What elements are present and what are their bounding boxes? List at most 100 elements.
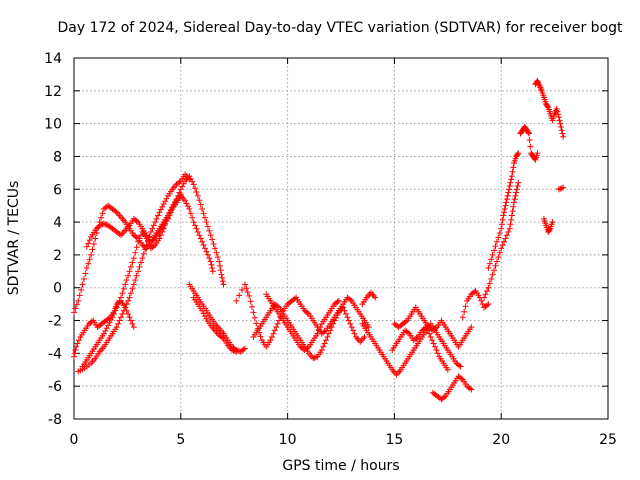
data-point-marker [525, 129, 532, 136]
data-point-marker [241, 345, 248, 352]
data-point-marker [508, 173, 515, 180]
data-point-marker [163, 217, 170, 224]
data-point-marker [486, 280, 493, 287]
data-point-marker [122, 304, 129, 311]
data-point-marker [119, 310, 126, 317]
data-point-marker [159, 203, 166, 210]
data-point-marker [478, 297, 485, 304]
data-point-marker [79, 281, 86, 288]
data-point-marker [496, 249, 503, 256]
data-point-marker [218, 271, 225, 278]
data-point-marker [320, 343, 327, 350]
data-point-marker [129, 285, 136, 292]
data-point-marker [219, 278, 226, 285]
data-point-marker [240, 346, 247, 353]
data-point-marker [506, 186, 513, 193]
data-point-marker [133, 234, 140, 241]
data-point-marker [434, 350, 441, 357]
data-point-marker [512, 192, 519, 199]
data-point-marker [501, 209, 508, 216]
data-point-marker [350, 327, 357, 334]
data-point-marker [404, 329, 411, 336]
data-point-marker [150, 243, 157, 250]
data-point-marker [559, 130, 566, 137]
data-point-marker [108, 316, 115, 323]
data-point-marker [268, 333, 275, 340]
data-point-marker [102, 327, 109, 334]
data-point-marker [98, 221, 105, 228]
data-point-marker [471, 289, 478, 296]
data-point-marker [347, 320, 354, 327]
data-point-marker [106, 319, 113, 326]
data-point-marker [489, 251, 496, 258]
data-point-marker [461, 308, 468, 315]
data-point-marker [122, 281, 129, 288]
data-point-marker [229, 347, 236, 354]
data-point-marker [483, 302, 490, 309]
data-point-marker [155, 212, 162, 219]
data-point-marker [214, 254, 221, 261]
data-point-marker [76, 292, 83, 299]
data-point-marker [190, 219, 197, 226]
data-point-marker [508, 212, 515, 219]
x-tick-label: 0 [70, 432, 79, 448]
data-point-marker [149, 225, 156, 232]
data-point-marker [186, 176, 193, 183]
data-point-marker [192, 222, 199, 229]
data-point-marker [503, 232, 510, 239]
data-point-marker [204, 223, 211, 230]
data-point-marker [459, 314, 466, 321]
data-point-marker [78, 286, 85, 293]
data-point-marker [493, 238, 500, 245]
data-point-marker [274, 303, 281, 310]
data-point-marker [489, 271, 496, 278]
data-point-marker [507, 179, 514, 186]
data-point-marker [179, 183, 186, 190]
data-point-marker [508, 216, 515, 223]
data-point-marker [427, 333, 434, 340]
data-point-marker [496, 230, 503, 237]
y-tick-label: 0 [53, 281, 62, 297]
data-point-marker [156, 235, 163, 242]
data-point-marker [270, 330, 277, 337]
data-point-marker [485, 301, 492, 308]
data-point-marker [546, 226, 553, 233]
data-point-marker [508, 176, 515, 183]
x-tick-label: 5 [176, 432, 185, 448]
data-point-marker [132, 277, 139, 284]
data-point-marker [133, 217, 140, 224]
data-point-marker [334, 312, 341, 319]
data-point-marker [125, 297, 132, 304]
data-point-marker [506, 182, 513, 189]
data-point-marker [510, 203, 517, 210]
data-point-marker [485, 265, 492, 272]
data-point-marker [328, 324, 335, 331]
data-point-marker [514, 151, 521, 158]
data-point-marker [163, 195, 170, 202]
data-point-marker [457, 363, 464, 370]
data-point-marker [233, 348, 240, 355]
data-point-marker [527, 143, 534, 150]
data-point-marker [120, 307, 127, 314]
data-point-marker [83, 243, 90, 250]
data-point-marker [220, 281, 227, 288]
data-point-marker [498, 221, 505, 228]
data-point-marker [311, 354, 318, 361]
data-point-marker [143, 235, 150, 242]
x-tick-label: 15 [385, 432, 403, 448]
data-point-marker [314, 330, 321, 337]
data-point-marker [213, 249, 220, 256]
y-tick-label: 12 [44, 84, 62, 100]
data-point-marker [209, 236, 216, 243]
data-point-marker [72, 347, 79, 354]
data-point-marker [136, 263, 143, 270]
data-point-marker [203, 248, 210, 255]
data-point-marker [136, 235, 143, 242]
data-point-marker [145, 238, 152, 245]
data-point-marker [291, 295, 298, 302]
data-point-marker [342, 310, 349, 317]
data-point-marker [162, 221, 169, 228]
data-point-marker [187, 175, 194, 182]
chart-ticks: 0 5 10 15 20 25 -8 -6 -4 -2 0 2 4 6 8 10 12 14 [44, 51, 617, 448]
data-point-marker [147, 228, 154, 235]
